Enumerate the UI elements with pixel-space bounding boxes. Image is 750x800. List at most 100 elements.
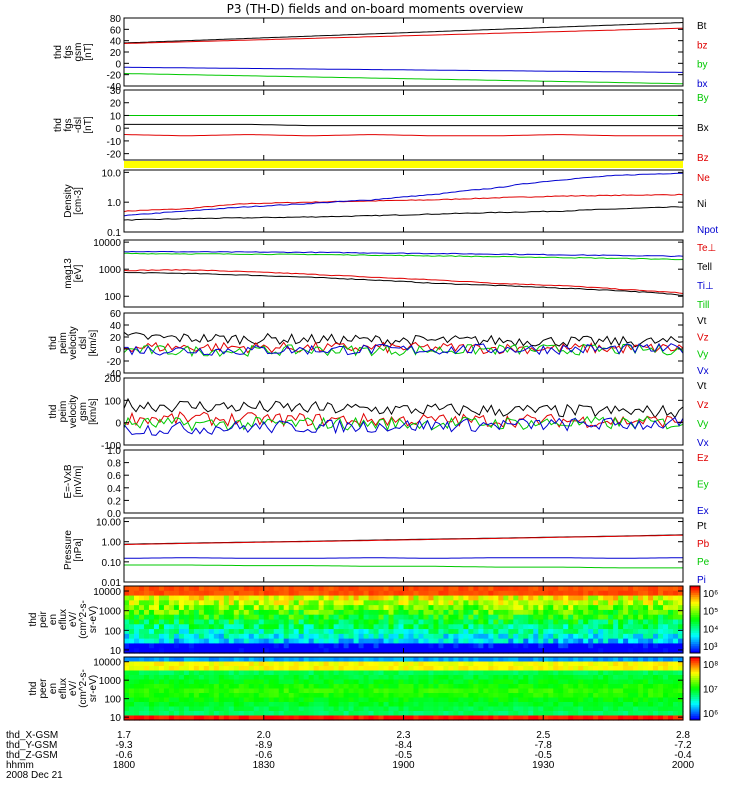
- spectrogram-cell: [198, 638, 205, 645]
- spectrogram-cell: [528, 675, 534, 681]
- spectrogram-cell: [158, 638, 165, 645]
- colorbar-cell: [690, 623, 700, 627]
- spectrogram-cell: [518, 675, 524, 681]
- spectrogram-cell: [133, 629, 140, 635]
- spectrogram-cell: [483, 595, 489, 601]
- spectrogram-cell: [628, 590, 634, 597]
- spectrogram-cell: [293, 648, 300, 654]
- spectrogram-cell: [213, 609, 220, 616]
- spectrogram-cell: [413, 648, 420, 654]
- spectrogram-cell: [353, 629, 360, 635]
- spectrogram-cell: [303, 715, 310, 721]
- spectrogram-cell: [493, 624, 499, 630]
- spectrogram-cell: [148, 624, 155, 630]
- spectrogram-cell: [148, 605, 155, 611]
- spectrogram-cell: [378, 706, 385, 712]
- spectrogram-cell: [178, 595, 185, 601]
- spectrogram-cell: [573, 702, 579, 708]
- spectrogram-cell: [408, 638, 415, 645]
- y-axis-label-line: gsm: [78, 402, 89, 421]
- spectrogram-cell: [433, 638, 440, 645]
- spectrogram-cell: [388, 657, 395, 663]
- spectrogram-cell: [528, 586, 534, 592]
- spectrogram-cell: [608, 679, 614, 685]
- spectrogram-cell: [573, 590, 579, 597]
- spectrogram-cell: [623, 679, 629, 685]
- spectrogram-cell: [293, 643, 300, 649]
- spectrogram-cell: [158, 697, 165, 703]
- spectrogram-cell: [473, 595, 479, 601]
- colorbar-cell: [690, 612, 700, 616]
- spectrogram-cell: [483, 684, 489, 690]
- spectrogram-cell: [263, 629, 270, 635]
- spectrogram-cell: [558, 648, 564, 654]
- spectrogram-cell: [213, 679, 220, 685]
- spectrogram-cell: [348, 638, 355, 645]
- y-tick-label: 100: [104, 396, 121, 407]
- spectrogram-cell: [248, 619, 255, 625]
- spectrogram-cell: [653, 595, 659, 601]
- spectrogram-cell: [253, 688, 260, 694]
- spectrogram-cell: [678, 697, 684, 703]
- spectrogram-cell: [298, 715, 305, 721]
- spectrogram-cell: [213, 693, 220, 699]
- spectrogram-cell: [543, 590, 549, 597]
- spectrogram-cell: [308, 638, 315, 645]
- spectrogram-cell: [363, 702, 370, 708]
- spectrogram-cell: [293, 711, 300, 717]
- spectrogram-cell: [348, 675, 355, 681]
- spectrogram-cell: [413, 697, 420, 703]
- spectrogram-cell: [428, 619, 435, 625]
- spectrogram-cell: [393, 697, 400, 703]
- spectrogram-cell: [178, 706, 185, 712]
- spectrogram-cell: [298, 706, 305, 712]
- spectrogram-cell: [358, 697, 365, 703]
- spectrogram-cell: [393, 629, 400, 635]
- spectrogram-cell: [358, 605, 365, 611]
- spectrogram-cell: [523, 605, 529, 611]
- spectrogram-cell: [124, 706, 130, 712]
- spectrogram-cell: [193, 643, 200, 649]
- spectrogram-cell: [578, 684, 584, 690]
- spectrogram-cell: [588, 586, 594, 592]
- spectrogram-cell: [168, 629, 175, 635]
- spectrogram-cell: [653, 715, 659, 721]
- spectrogram-cell: [303, 693, 310, 699]
- footer-row-label: thd_X-GSM: [6, 730, 58, 741]
- spectrogram-cell: [223, 697, 230, 703]
- spectrogram-cell: [458, 609, 464, 616]
- spectrogram-cell: [488, 600, 494, 606]
- colorbar-cell: [690, 608, 700, 612]
- spectrogram-cell: [133, 590, 140, 597]
- spectrogram-cell: [533, 706, 539, 712]
- spectrogram-cell: [453, 600, 459, 606]
- spectrogram-cell: [283, 648, 290, 654]
- y-tick-label: 100: [104, 626, 121, 637]
- spectrogram-cell: [678, 595, 684, 601]
- spectrogram-cell: [648, 697, 654, 703]
- spectrogram-cell: [558, 624, 564, 630]
- spectrogram-cell: [188, 715, 195, 721]
- spectrogram-cell: [648, 638, 654, 645]
- spectrogram-cell: [368, 702, 375, 708]
- spectrogram-cell: [678, 600, 684, 606]
- spectrogram-cell: [148, 684, 155, 690]
- spectrogram-cell: [438, 624, 445, 630]
- spectrogram-cell: [173, 670, 180, 676]
- spectrogram-cell: [533, 661, 539, 667]
- spectrogram-cell: [373, 633, 380, 640]
- spectrogram-cell: [463, 675, 469, 681]
- spectrogram-cell: [353, 702, 360, 708]
- spectrogram-cell: [658, 679, 664, 685]
- spectrogram-cell: [398, 702, 405, 708]
- spectrogram-cell: [158, 688, 165, 694]
- spectrogram-cell: [648, 661, 654, 667]
- spectrogram-cell: [568, 595, 574, 601]
- spectrogram-cell: [268, 684, 275, 690]
- spectrogram-cell: [468, 614, 474, 621]
- spectrogram-cell: [573, 688, 579, 694]
- spectrogram-cell: [633, 666, 639, 672]
- spectrogram-cell: [218, 609, 225, 616]
- spectrogram-cell: [588, 633, 594, 640]
- spectrogram-cell: [338, 675, 345, 681]
